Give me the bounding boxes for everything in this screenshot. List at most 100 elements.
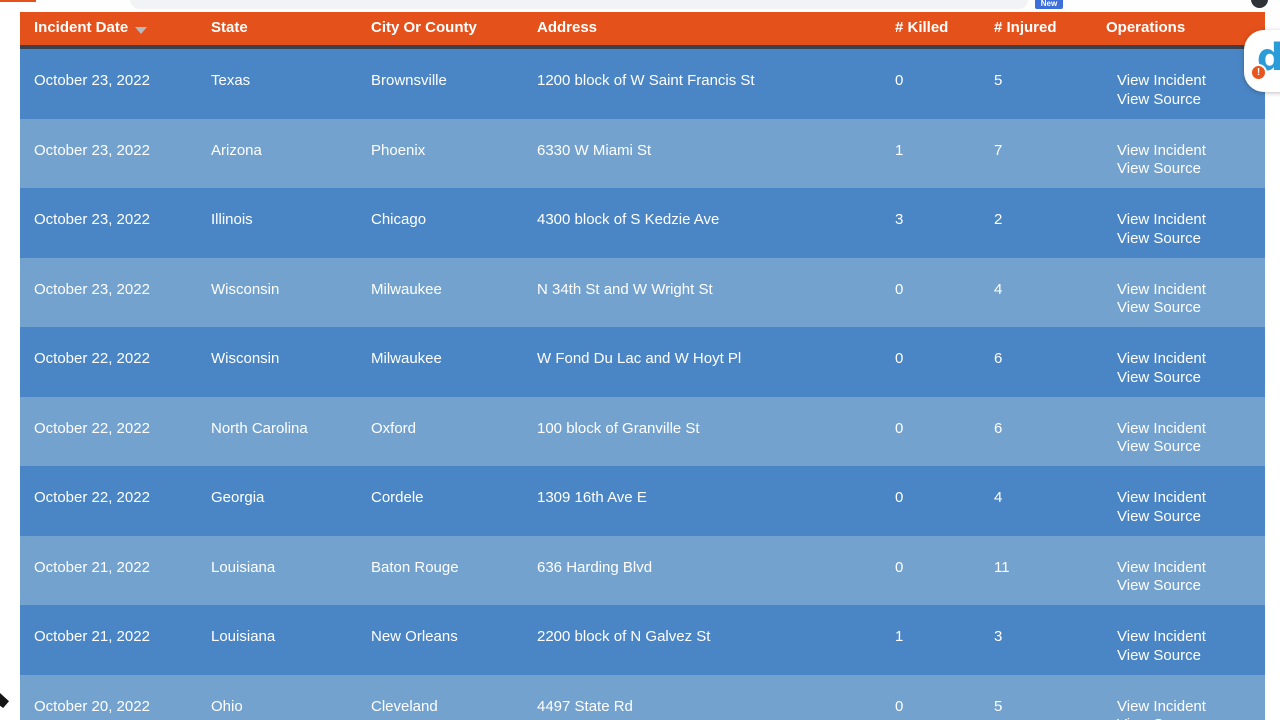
cell-city-or-county: Phoenix [371, 141, 426, 159]
cell-address: 636 Harding Blvd [537, 558, 653, 576]
cell-operations: View Incident View Source [1106, 605, 1265, 675]
cell-city-or-county: Milwaukee [371, 280, 442, 298]
cell-injured: 6 [994, 350, 1003, 367]
view-source-link[interactable]: View Source [1117, 368, 1201, 386]
cell-injured: 5 [994, 697, 1003, 715]
view-incident-link[interactable]: View Incident [1117, 72, 1206, 89]
view-incident-link[interactable]: View Incident [1117, 489, 1206, 506]
cell-city-or-county: Milwaukee [371, 350, 442, 367]
view-source-link[interactable]: View Source [1117, 646, 1201, 664]
cell-injured: 11 [994, 558, 1010, 576]
browser-address-bar[interactable] [130, 0, 1028, 9]
cell-killed: 0 [895, 489, 904, 506]
cell-state: Louisiana [211, 628, 276, 645]
view-source-link[interactable]: View Source [1117, 90, 1201, 108]
cell-address: 2200 block of N Galvez St [537, 628, 711, 645]
view-source-link[interactable]: View Source [1117, 229, 1201, 247]
cell-injured: 6 [994, 419, 1003, 437]
mouse-cursor [0, 693, 9, 708]
cell-injured: 4 [994, 489, 1003, 506]
cell-address: 4497 State Rd [537, 697, 633, 715]
table-row: October 21, 2022 Louisiana New Orleans 2… [20, 605, 1265, 675]
view-source-link[interactable]: View Source [1117, 299, 1201, 316]
cell-incident-date: October 22, 2022 [34, 350, 150, 367]
cell-state: North Carolina [211, 419, 308, 437]
table-row: October 20, 2022 Ohio Cleveland 4497 Sta… [20, 674, 1265, 720]
cell-city-or-county: New Orleans [371, 628, 458, 645]
browser-tab-sliver [0, 0, 36, 2]
view-incident-link[interactable]: View Incident [1117, 350, 1206, 367]
column-header-city-or-county[interactable]: City Or County [371, 19, 477, 37]
column-header-injured[interactable]: # Injured [994, 19, 1057, 37]
cell-injured: 2 [994, 211, 1003, 228]
cell-operations: View Incident View Source [1106, 188, 1265, 258]
cell-address: 100 block of Granville St [537, 419, 700, 437]
view-incident-link[interactable]: View Incident [1117, 628, 1206, 645]
cell-operations: View Incident View Source [1106, 258, 1265, 328]
cell-state: Wisconsin [211, 280, 280, 298]
view-source-link[interactable]: View Source [1117, 577, 1201, 594]
password-extension-overlay[interactable]: d ! [1244, 30, 1280, 92]
cell-killed: 0 [895, 350, 904, 367]
cell-operations: View Incident View Source [1106, 466, 1265, 536]
cell-incident-date: October 21, 2022 [34, 558, 150, 576]
cell-city-or-county: Brownsville [371, 72, 447, 89]
table-row: October 22, 2022 North Carolina Oxford 1… [20, 396, 1265, 466]
table-row: October 22, 2022 Wisconsin Milwaukee W F… [20, 327, 1265, 397]
view-incident-link[interactable]: View Incident [1117, 280, 1206, 298]
cell-killed: 0 [895, 419, 904, 437]
incident-table: Incident Date State City Or County Addre… [20, 12, 1265, 720]
cell-state: Ohio [211, 697, 243, 715]
view-incident-link[interactable]: View Incident [1117, 141, 1206, 159]
cell-incident-date: October 22, 2022 [34, 419, 150, 437]
cell-injured: 7 [994, 141, 1003, 159]
cell-address: 4300 block of S Kedzie Ave [537, 211, 720, 228]
cell-killed: 0 [895, 280, 904, 298]
view-source-link[interactable]: View Source [1117, 438, 1201, 455]
view-incident-link[interactable]: View Incident [1117, 697, 1206, 715]
cell-injured: 3 [994, 628, 1003, 645]
cell-city-or-county: Baton Rouge [371, 558, 459, 576]
table-row: October 23, 2022 Arizona Phoenix 6330 W … [20, 118, 1265, 189]
cell-state: Georgia [211, 489, 265, 506]
cell-address: 1309 16th Ave E [537, 489, 647, 506]
view-source-link[interactable]: View Source [1117, 716, 1265, 720]
cell-operations: View Incident View Source [1106, 675, 1265, 720]
cell-address: W Fond Du Lac and W Hoyt Pl [537, 350, 742, 367]
column-header-killed[interactable]: # Killed [895, 19, 949, 37]
view-source-link[interactable]: View Source [1117, 507, 1201, 525]
cell-killed: 3 [895, 211, 904, 228]
view-incident-link[interactable]: View Incident [1117, 558, 1206, 576]
incident-table-body: October 23, 2022 Texas Brownsville 1200 … [20, 49, 1265, 720]
cell-operations: View Incident View Source [1106, 536, 1265, 606]
cell-incident-date: October 22, 2022 [34, 489, 150, 506]
column-header-label: Incident Date [34, 19, 129, 37]
cell-incident-date: October 23, 2022 [34, 280, 150, 298]
new-badge[interactable]: New [1035, 0, 1063, 9]
cell-killed: 0 [895, 697, 904, 715]
table-header-row: Incident Date State City Or County Addre… [20, 12, 1265, 45]
column-header-state[interactable]: State [211, 19, 248, 37]
browser-avatar[interactable] [1251, 0, 1268, 8]
cell-state: Arizona [211, 141, 262, 159]
table-row: October 21, 2022 Louisiana Baton Rouge 6… [20, 535, 1265, 606]
column-header-incident-date[interactable]: Incident Date [20, 19, 211, 38]
view-incident-link[interactable]: View Incident [1117, 211, 1206, 228]
column-header-operations[interactable]: Operations [1106, 19, 1186, 37]
cell-incident-date: October 23, 2022 [34, 141, 150, 159]
cell-incident-date: October 23, 2022 [34, 211, 150, 228]
column-header-address[interactable]: Address [537, 19, 598, 37]
view-source-link[interactable]: View Source [1117, 160, 1201, 177]
view-incident-link[interactable]: View Incident [1117, 419, 1206, 437]
cell-address: N 34th St and W Wright St [537, 280, 713, 298]
cell-killed: 0 [895, 558, 904, 576]
cell-incident-date: October 21, 2022 [34, 628, 150, 645]
cell-address: 6330 W Miami St [537, 141, 652, 159]
cell-killed: 1 [895, 141, 904, 159]
cell-address: 1200 block of W Saint Francis St [537, 72, 755, 89]
cell-state: Texas [211, 72, 251, 89]
extension-alert-badge: ! [1250, 64, 1267, 81]
cell-city-or-county: Chicago [371, 211, 427, 228]
cell-injured: 4 [994, 280, 1003, 298]
cell-operations: View Incident View Source [1106, 119, 1265, 189]
